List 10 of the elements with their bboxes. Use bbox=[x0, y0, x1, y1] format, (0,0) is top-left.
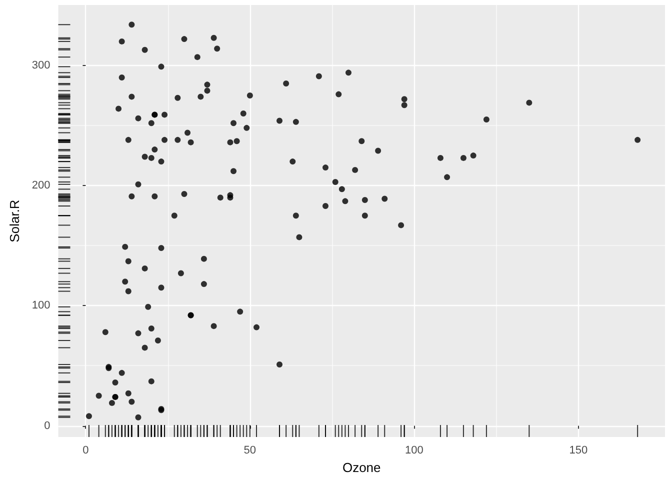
y-tick-label: 0 bbox=[44, 420, 50, 432]
x-tick-label: 50 bbox=[244, 444, 256, 456]
x-axis-title: Ozone bbox=[342, 460, 381, 475]
y-axis-title: Solar.R bbox=[7, 200, 22, 242]
y-tick-label: 300 bbox=[32, 59, 50, 72]
x-tick-label: 100 bbox=[405, 444, 424, 456]
y-tick-label: 100 bbox=[32, 300, 50, 312]
x-tick-label: 150 bbox=[569, 444, 588, 456]
x-tick-label: 0 bbox=[82, 444, 89, 456]
y-tick-label: 200 bbox=[32, 180, 50, 192]
